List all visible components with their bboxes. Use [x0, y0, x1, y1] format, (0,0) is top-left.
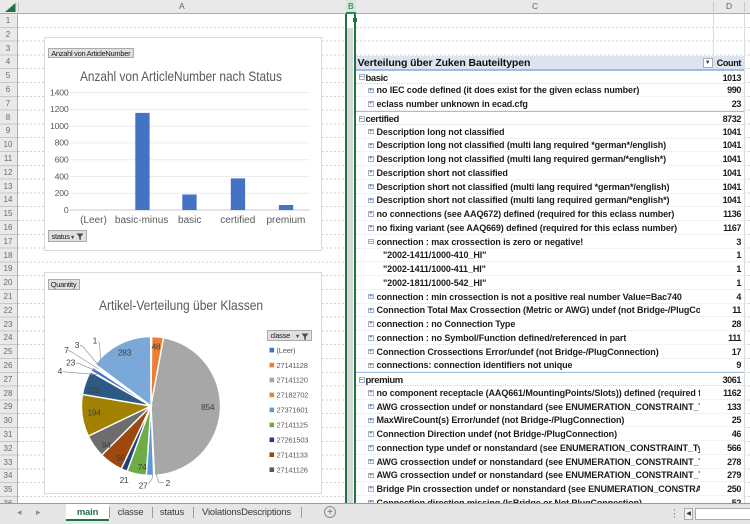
svg-text:800: 800 [55, 138, 69, 148]
svg-text:7: 7 [64, 345, 69, 355]
svg-text:27141120: 27141120 [277, 376, 308, 385]
svg-text:basic-minus: basic-minus [115, 215, 168, 226]
svg-text:27141133: 27141133 [277, 450, 308, 459]
svg-text:basic: basic [178, 215, 201, 226]
svg-text:48: 48 [152, 342, 161, 352]
svg-text:0: 0 [64, 205, 69, 215]
svg-text:27: 27 [139, 481, 148, 491]
svg-text:23: 23 [66, 358, 75, 368]
svg-text:premium: premium [266, 215, 305, 226]
svg-text:certified: certified [220, 215, 255, 226]
svg-text:4: 4 [58, 366, 63, 376]
svg-text:27261503: 27261503 [277, 436, 309, 445]
svg-text:1400: 1400 [50, 87, 69, 97]
svg-text:125: 125 [87, 385, 101, 395]
svg-text:600: 600 [55, 155, 69, 165]
svg-text:400: 400 [55, 171, 69, 181]
svg-text:854: 854 [201, 402, 215, 412]
svg-text:1: 1 [93, 336, 98, 346]
svg-text:3: 3 [75, 340, 80, 350]
svg-text:283: 283 [118, 347, 132, 357]
svg-text:194: 194 [87, 408, 101, 418]
svg-text:2: 2 [166, 478, 171, 488]
svg-text:74: 74 [138, 462, 147, 472]
svg-text:96: 96 [116, 453, 125, 463]
svg-text:27371601: 27371601 [277, 406, 309, 415]
svg-text:27141125: 27141125 [277, 421, 308, 430]
svg-text:94: 94 [102, 440, 111, 450]
svg-text:27182702: 27182702 [277, 391, 309, 400]
svg-text:(Leer): (Leer) [277, 346, 297, 355]
svg-text:200: 200 [55, 188, 69, 198]
svg-text:1200: 1200 [50, 104, 69, 114]
svg-text:(Leer): (Leer) [80, 215, 107, 226]
svg-text:21: 21 [120, 475, 129, 485]
svg-text:27141128: 27141128 [277, 361, 308, 370]
svg-text:27141126: 27141126 [277, 465, 308, 474]
svg-text:1000: 1000 [50, 121, 69, 131]
